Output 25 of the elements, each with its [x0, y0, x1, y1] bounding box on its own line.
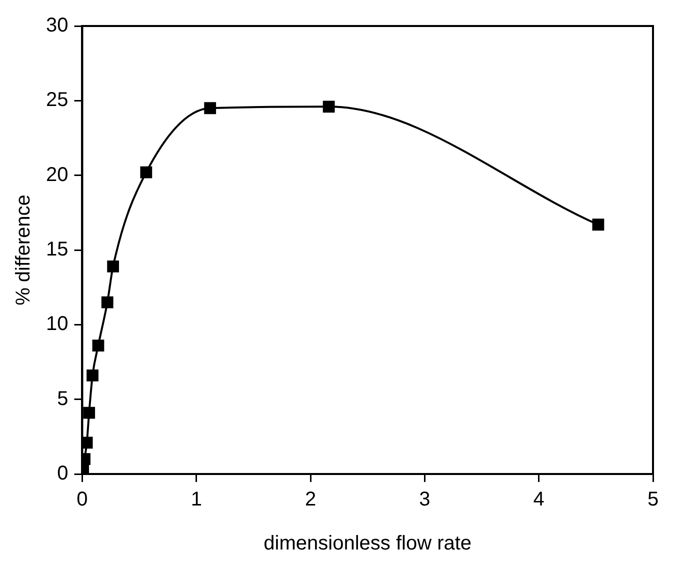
point	[592, 218, 604, 231]
y-tick-label: 0	[57, 462, 68, 485]
point	[140, 166, 152, 178]
point	[322, 100, 335, 113]
point	[107, 260, 120, 272]
point	[83, 406, 96, 419]
y-axis-title: % difference	[12, 194, 35, 306]
x-tick-label: 4	[533, 488, 544, 511]
y-tick-label: 25	[46, 89, 68, 112]
y-tick-label: 30	[46, 14, 68, 37]
x-tick-label: 2	[304, 488, 316, 511]
point	[204, 102, 216, 114]
x-tick-label: 1	[190, 488, 202, 511]
point	[82, 436, 93, 449]
x-axis-title: dimensionless flow rate	[264, 532, 472, 555]
x-tick-label: 5	[647, 488, 659, 511]
point	[101, 296, 114, 308]
point	[86, 369, 98, 382]
y-tick-label: 15	[46, 238, 68, 261]
y-tick-label: 10	[46, 313, 68, 336]
y-tick-label: 20	[46, 164, 68, 186]
y-tick-label: 5	[57, 388, 68, 410]
point	[92, 340, 104, 352]
x-tick-label: 0	[76, 488, 88, 511]
x-tick-label: 3	[419, 488, 430, 511]
